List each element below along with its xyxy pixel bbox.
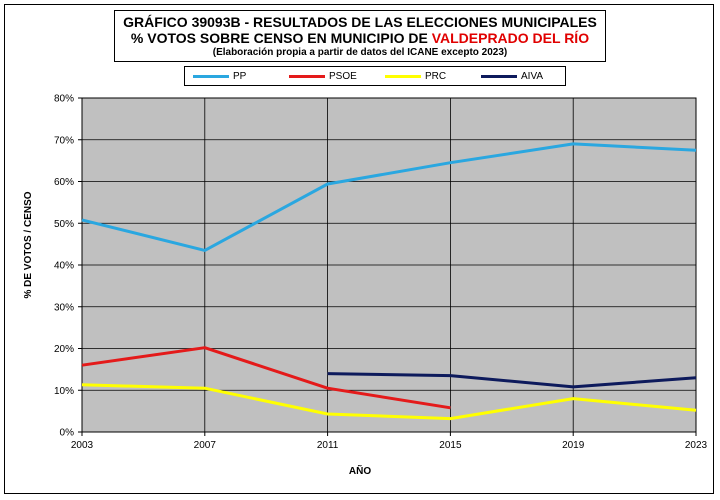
y-tick-label: 40% bbox=[54, 261, 74, 272]
legend-label: PSOE bbox=[329, 70, 357, 82]
legend-item-aiva: AIVA bbox=[481, 67, 543, 85]
legend-item-prc: PRC bbox=[385, 67, 446, 85]
x-tick-label: 2003 bbox=[71, 440, 94, 451]
legend-label: AIVA bbox=[521, 70, 544, 82]
x-tick-label: 2007 bbox=[194, 440, 217, 451]
y-tick-label: 80% bbox=[54, 94, 74, 105]
series-line-prc bbox=[81, 383, 697, 421]
y-tick-label: 60% bbox=[54, 177, 74, 188]
chart-title: GRÁFICO 39093B - RESULTADOS DE LAS ELECC… bbox=[123, 14, 597, 30]
y-tick-label: 50% bbox=[54, 219, 74, 230]
series-line-aiva bbox=[327, 372, 697, 389]
y-tick-label: 0% bbox=[60, 428, 75, 439]
legend-swatch bbox=[193, 74, 229, 78]
y-tick-label: 20% bbox=[54, 344, 74, 355]
chart-source-note: (Elaboración propia a partir de datos de… bbox=[212, 47, 508, 58]
legend-swatch bbox=[289, 74, 325, 78]
chart-title-box: GRÁFICO 39093B - RESULTADOS DE LAS ELECC… bbox=[114, 10, 606, 62]
y-tick-label: 70% bbox=[54, 135, 74, 146]
x-tick-label: 2015 bbox=[439, 440, 462, 451]
x-tick-label: 2011 bbox=[317, 440, 339, 451]
legend-item-pp: PP bbox=[193, 67, 246, 85]
chart-subtitle-prefix: % VOTOS SOBRE CENSO EN MUNICIPIO DE bbox=[130, 30, 432, 46]
series-line-psoe bbox=[81, 346, 451, 410]
legend-swatch bbox=[481, 74, 517, 78]
legend-swatch bbox=[385, 74, 421, 78]
y-axis-label: % DE VOTOS / CENSO bbox=[23, 191, 34, 299]
chart-legend: PP PSOE PRC AIVA bbox=[184, 66, 566, 86]
municipality-name: VALDEPRADO DEL RÍO bbox=[431, 30, 590, 46]
legend-label: PP bbox=[233, 70, 247, 82]
legend-label: PRC bbox=[425, 70, 447, 82]
y-tick-label: 30% bbox=[54, 302, 74, 313]
x-axis-label: AÑO bbox=[348, 466, 372, 477]
chart-subtitle: % VOTOS SOBRE CENSO EN MUNICIPIO DE VALD… bbox=[115, 30, 605, 46]
x-tick-label: 2023 bbox=[685, 440, 708, 451]
x-tick-label: 2019 bbox=[562, 440, 585, 451]
legend-item-psoe: PSOE bbox=[289, 67, 357, 85]
y-tick-label: 10% bbox=[54, 386, 74, 397]
series-line-pp bbox=[81, 142, 697, 252]
